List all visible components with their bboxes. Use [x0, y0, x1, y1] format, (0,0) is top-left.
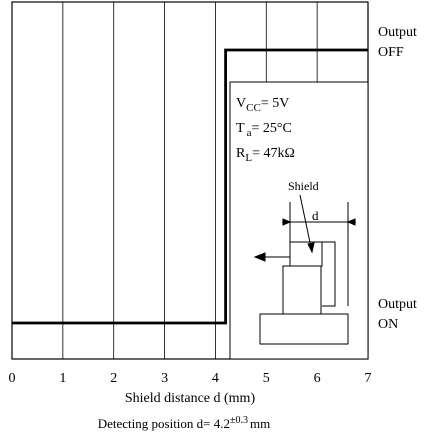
x-tick-label-5: 5 [263, 371, 270, 386]
y-level-on-line2: ON [378, 317, 398, 332]
condition-vcc: VCC= 5V [236, 96, 289, 114]
x-tick-label-0: 0 [9, 371, 16, 386]
x-tick-label-7: 7 [365, 371, 372, 386]
caption: Detecting position d= 4.2±0.3 mm [98, 415, 271, 431]
x-tick-label-6: 6 [314, 371, 321, 386]
inset-shield-diagram: Shield d [253, 179, 356, 345]
y-level-off-line1: Output [378, 25, 417, 40]
x-tick-label-2: 2 [110, 371, 117, 386]
condition-rl: RL= 47kΩ [236, 146, 295, 164]
series-output-line [12, 48, 368, 325]
y-level-off-line2: OFF [378, 45, 404, 60]
conditions-box [229, 81, 369, 360]
shield-bracket [322, 241, 336, 307]
y-level-on-line1: Output [378, 297, 417, 312]
x-tick-label-1: 1 [59, 371, 66, 386]
inset-dim-label: d [312, 208, 319, 223]
x-tick-labels: 0 1 2 3 4 5 6 7 [9, 371, 372, 386]
dim-arrow-right [346, 218, 356, 226]
x-tick-label-3: 3 [161, 371, 168, 386]
sensor-base [259, 313, 349, 345]
x-axis-label: Shield distance d (mm) [125, 391, 256, 406]
shield-leader-arrowhead [307, 242, 315, 254]
x-tick-label-4: 4 [212, 371, 219, 386]
motion-arrowhead [253, 252, 266, 262]
inset-shield-label: Shield [288, 179, 319, 193]
dim-arrow-left [282, 218, 292, 226]
